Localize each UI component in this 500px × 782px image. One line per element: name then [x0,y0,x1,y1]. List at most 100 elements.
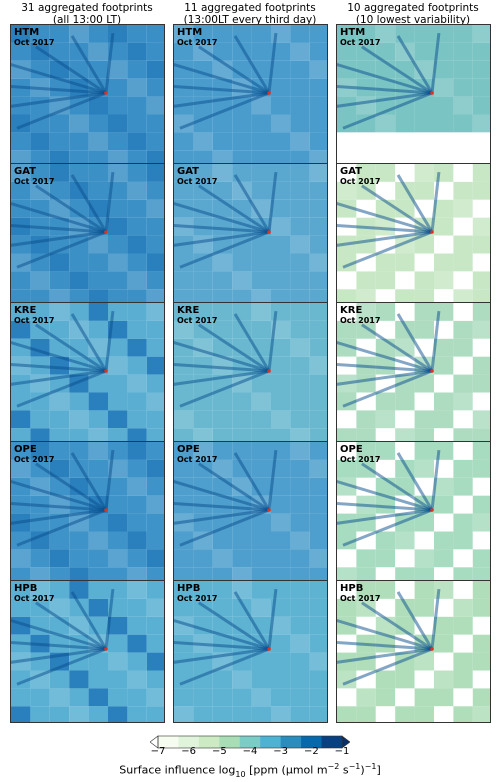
site-label: HPB [340,583,364,594]
footprint-panel-kre-col1: KRE Oct 2017 [10,302,165,445]
colorbar-title-mid: s [339,763,349,777]
column-header-1: 31 aggregated footprints (all 13:00 LT) [7,2,167,26]
footprint-panel-kre-col2: KRE Oct 2017 [173,302,328,445]
colorbar-title-sup3: −1 [364,762,377,771]
colorbar-title-sup2: −1 [348,762,361,771]
date-label: Oct 2017 [14,316,55,325]
colorbar-tick-label: −5 [211,746,227,757]
colorbar-segment [239,736,261,748]
column-header-2: 11 aggregated footprints (13:00LT every … [170,2,330,26]
site-marker [267,91,271,95]
footprint-map [174,303,327,444]
colorbar-segment [178,736,200,748]
footprint-map [337,442,490,583]
colorbar-segment [219,736,241,748]
site-marker [430,647,434,651]
colorbar-tick-label: −7 [150,746,166,757]
footprint-map [174,164,327,305]
footprint-map [11,442,164,583]
footprint-panel-htm-col2: HTM Oct 2017 [173,24,328,167]
date-label: Oct 2017 [340,177,381,186]
footprint-map [11,164,164,305]
footprint-panel-hpb-col3: HPB Oct 2017 [336,580,491,723]
column-header-2-line1: 11 aggregated footprints [184,2,316,14]
column-header-3-line1: 10 aggregated footprints [347,2,479,14]
date-label: Oct 2017 [340,455,381,464]
site-marker [104,91,108,95]
site-label: GAT [340,166,362,177]
footprint-map [11,303,164,444]
colorbar-segment [260,736,282,748]
colorbar-title-rest: [ppm (μmol m [245,763,328,777]
footprint-map [174,25,327,166]
colorbar-segment [321,736,343,748]
colorbar-title-sup1: −2 [327,762,340,771]
footprint-map [11,581,164,722]
site-label: OPE [340,444,363,455]
footprint-panel-gat-col2: GAT Oct 2017 [173,163,328,306]
colorbar-title-end2: ] [376,763,381,777]
colorbar-segment [198,736,220,748]
footprint-panel-ope-col2: OPE Oct 2017 [173,441,328,584]
colorbar-frame [157,735,343,749]
footprint-panel-hpb-col1: HPB Oct 2017 [10,580,165,723]
site-label: GAT [14,166,36,177]
date-label: Oct 2017 [177,316,218,325]
site-label: KRE [340,305,363,316]
date-label: Oct 2017 [177,177,218,186]
colorbar-title-sub: 10 [235,769,246,779]
footprint-panel-gat-col3: GAT Oct 2017 [336,163,491,306]
site-label: OPE [14,444,37,455]
footprint-panel-gat-col1: GAT Oct 2017 [10,163,165,306]
footprint-panel-hpb-col2: HPB Oct 2017 [173,580,328,723]
site-marker [430,230,434,234]
colorbar-tick-label: −1 [334,746,350,757]
site-marker [104,369,108,373]
site-marker [267,647,271,651]
site-label: KRE [177,305,200,316]
site-marker [430,91,434,95]
footprint-map [337,581,490,722]
colorbar-tick-label: −4 [242,746,258,757]
footprint-map [174,581,327,722]
site-label: OPE [177,444,200,455]
colorbar-segment [158,736,179,748]
site-marker [104,508,108,512]
site-label: HTM [340,27,366,38]
colorbar-title: Surface influence log10 [ppm (μmol m−2 s… [0,760,500,782]
site-marker [267,508,271,512]
footprint-map [11,25,164,166]
site-label: KRE [14,305,37,316]
colorbar-segment [280,736,302,748]
footprint-map [337,164,490,305]
column-header-1-line1: 31 aggregated footprints [21,2,153,14]
date-label: Oct 2017 [177,455,218,464]
footprint-panel-htm-col1: HTM Oct 2017 [10,24,165,167]
site-marker [104,647,108,651]
footprint-map [337,25,490,166]
colorbar-title-main: Surface influence log [119,763,236,777]
date-label: Oct 2017 [14,177,55,186]
date-label: Oct 2017 [340,594,381,603]
date-label: Oct 2017 [177,594,218,603]
site-marker [104,230,108,234]
column-header-1-line2: (all 13:00 LT) [52,14,122,26]
colorbar-title-end: ) [360,763,365,777]
date-label: Oct 2017 [340,316,381,325]
site-label: HTM [14,27,40,38]
site-label: HPB [177,583,201,594]
site-marker [430,508,434,512]
footprint-panel-kre-col3: KRE Oct 2017 [336,302,491,445]
colorbar [150,735,350,749]
date-label: Oct 2017 [340,38,381,47]
column-header-3: 10 aggregated footprints (10 lowest vari… [333,2,493,26]
column-header-3-line2: (10 lowest variability) [355,14,471,26]
footprint-panel-ope-col1: OPE Oct 2017 [10,441,165,584]
date-label: Oct 2017 [14,455,55,464]
date-label: Oct 2017 [14,38,55,47]
footprint-panel-htm-col3: HTM Oct 2017 [336,24,491,167]
colorbar-tick-label: −2 [303,746,319,757]
site-marker [267,369,271,373]
colorbar-tick-label: −6 [181,746,197,757]
footprint-map [337,303,490,444]
